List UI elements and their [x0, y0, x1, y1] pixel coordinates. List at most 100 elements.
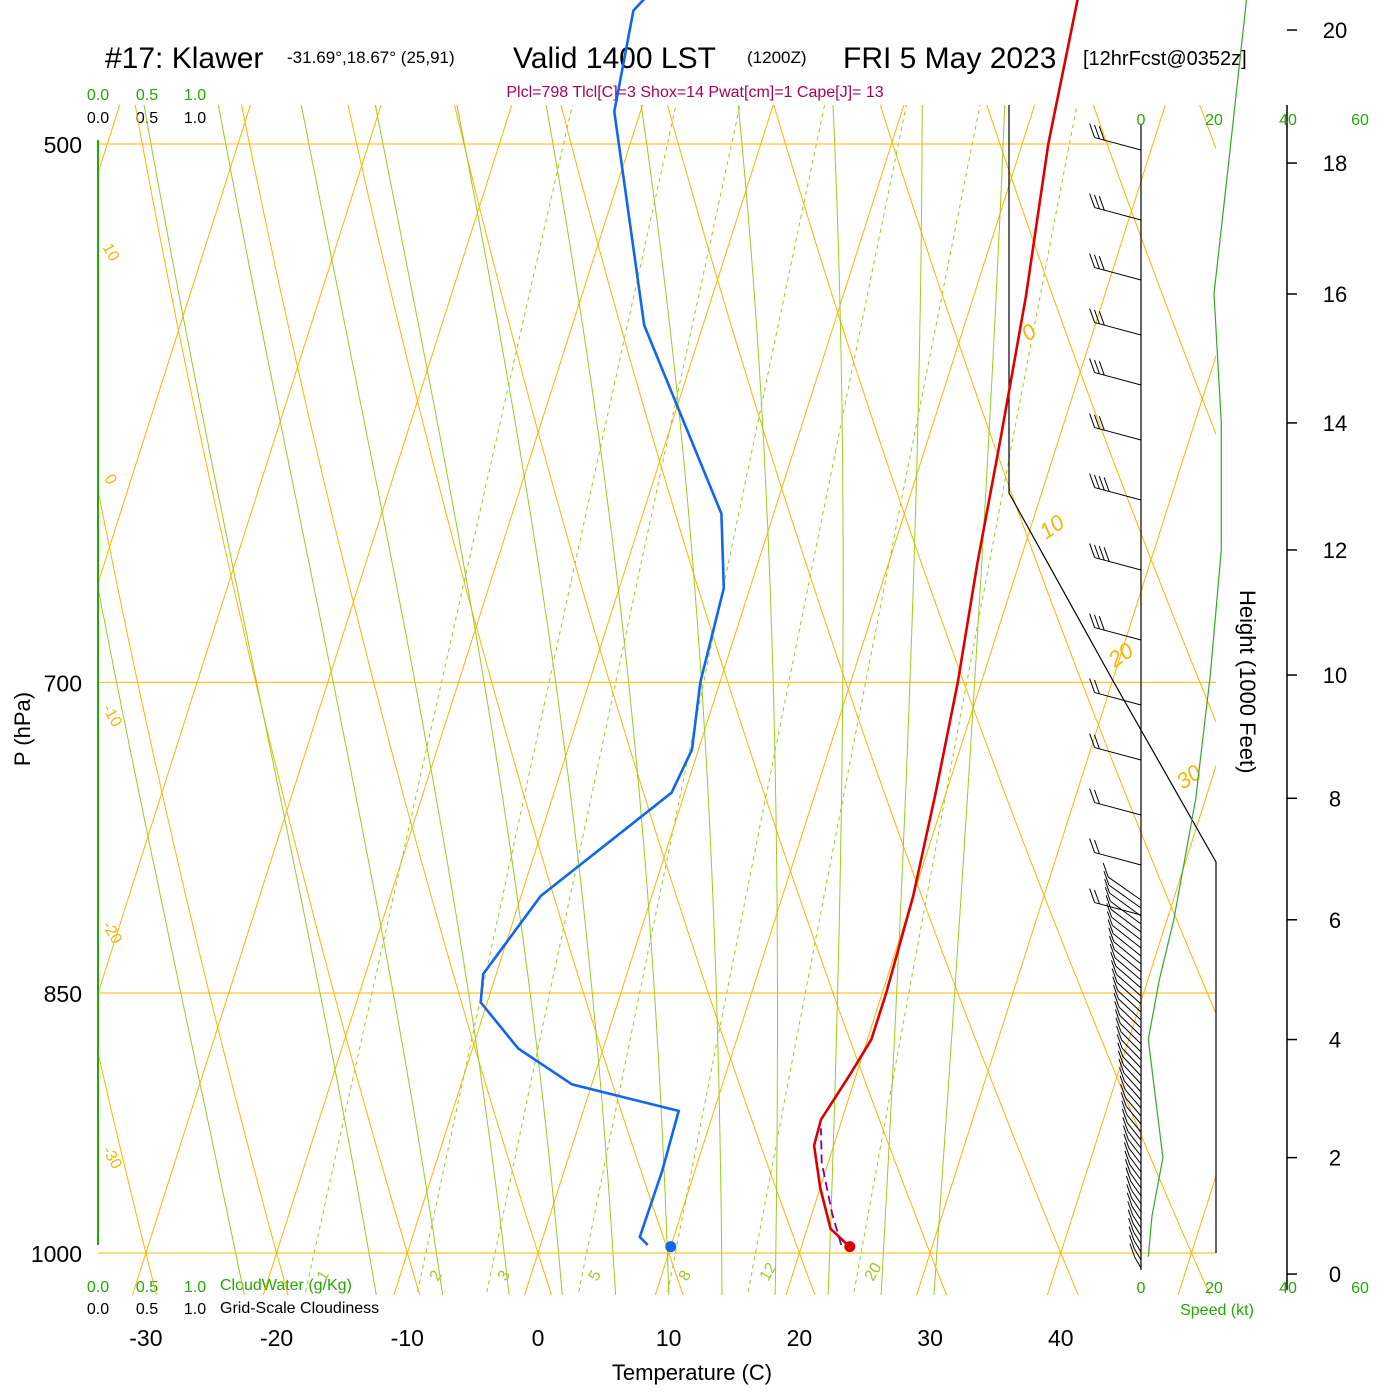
- wind-barb-feather: [1089, 308, 1096, 323]
- speed-tick-top: 20: [1205, 112, 1223, 129]
- wind-barb-staff: [1108, 884, 1142, 909]
- mixing-ratio-line: [485, 105, 741, 1295]
- cloudiness-tick-top: 1.0: [184, 110, 206, 127]
- temperature-tick-label: 40: [1048, 1325, 1074, 1351]
- wind-barb-feather: [1089, 123, 1096, 138]
- wind-barb-staff: [1124, 1081, 1142, 1101]
- stability-indices: Plcl=798 Tlcl[C]=3 Shox=14 Pwat[cm]=1 Ca…: [506, 84, 883, 101]
- wind-barb-staff: [1112, 925, 1142, 949]
- temperature-tick-label: 0: [532, 1325, 545, 1351]
- moist-adiabat-line: [98, 585, 245, 1295]
- moist-adiabat-line: [933, 105, 1006, 1295]
- wind-barb-feather: [1112, 976, 1119, 991]
- pressure-tick-label: 1000: [31, 1241, 82, 1267]
- dry-adiabat-line: [98, 487, 289, 1295]
- wind-barb-staff: [1120, 1031, 1142, 1053]
- wind-barb-staff: [1094, 802, 1142, 816]
- wind-barb-staff: [1125, 1105, 1142, 1125]
- dry-adiabat-line: [98, 1050, 157, 1295]
- wind-barb-feather: [1114, 1009, 1121, 1024]
- wind-barb-feather: [1089, 193, 1096, 208]
- wind-barb-feather: [1093, 414, 1100, 430]
- mixing-ratio-label: 3: [495, 1268, 514, 1284]
- dry-adiabat-line: [347, 105, 684, 1295]
- isotherm-line: [0, 0, 69, 1331]
- isotherm-label: 30: [1172, 759, 1207, 794]
- mixing-ratio-line: [577, 105, 826, 1295]
- cloud-water-tick-top: 0.5: [136, 87, 158, 104]
- wind-barb-feather: [1129, 1243, 1136, 1258]
- wind-barb-feather: [1098, 415, 1105, 431]
- y-axis-label: P (hPa): [10, 692, 35, 766]
- wind-barb-feather: [1115, 1017, 1122, 1032]
- speed-tick-top: 0: [1137, 112, 1146, 129]
- wind-barb-staff: [1107, 876, 1142, 901]
- cloudiness-tick-bottom: 0.0: [87, 1301, 109, 1318]
- wind-barb-staff: [1121, 1047, 1142, 1069]
- dry-adiabat-line: [1307, 0, 1400, 1331]
- height-tick-label: 16: [1323, 282, 1347, 307]
- wind-barb-feather: [1098, 195, 1105, 211]
- wind-barb-staff: [1119, 1023, 1142, 1045]
- mixing-ratio-line: [747, 105, 981, 1295]
- wind-barb-staff: [1124, 1089, 1142, 1109]
- wind-barb-feather: [1123, 1133, 1130, 1149]
- wind-barb-feather: [1117, 1042, 1124, 1057]
- isotherm-line: [654, 105, 1036, 1295]
- temperature-profile-line: [812, 0, 1079, 1246]
- wind-barb-staff: [1116, 973, 1142, 997]
- cloud-water-tick-top: 0.0: [87, 87, 109, 104]
- wind-barb-feather: [1127, 1201, 1134, 1216]
- wind-barb-staff: [1129, 1164, 1142, 1181]
- height-axis-label: Height (1000 Feet): [1235, 590, 1260, 773]
- wind-barb-feather: [1093, 614, 1100, 630]
- cloudiness-tick-bottom: 1.0: [184, 1301, 206, 1318]
- sounding-profiles: [479, 0, 1079, 1253]
- wind-barb-staff: [1094, 267, 1142, 281]
- wind-barb-staff: [1132, 1214, 1142, 1229]
- wind-barb-staff: [1121, 1039, 1142, 1061]
- wind-barb-feather: [1093, 124, 1100, 140]
- speed-tick-top: 60: [1351, 112, 1369, 129]
- wind-barb-feather: [1104, 887, 1111, 902]
- isotherm-line: [1046, 764, 1216, 1295]
- wind-barb-feather: [1126, 1192, 1133, 1207]
- wind-barb-feather: [1098, 310, 1105, 326]
- wind-barb-feather: [1089, 838, 1096, 853]
- wind-barb-feather: [1109, 943, 1116, 959]
- moist-adiabat-line: [640, 105, 723, 1295]
- wind-barb-feather: [1093, 889, 1100, 905]
- wind-barb-feather: [1108, 927, 1115, 942]
- wind-barb-feather: [1113, 992, 1120, 1008]
- wind-barb-staff: [1130, 1181, 1142, 1197]
- wind-barb-staff: [1114, 957, 1142, 981]
- wind-barb-staff: [1122, 1064, 1142, 1085]
- speed-tick-bottom: 40: [1279, 1280, 1297, 1297]
- wind-barb-feather: [1125, 1175, 1132, 1191]
- height-tick-label: 0: [1329, 1262, 1341, 1287]
- wind-barb-staff: [1115, 965, 1142, 989]
- mixing-ratio-line: [666, 105, 907, 1295]
- cloud-water-tick-bottom: 1.0: [184, 1279, 206, 1296]
- wind-speed-profile: [1147, 0, 1248, 1257]
- station-coords: -31.69°,18.67° (25,91): [287, 48, 455, 67]
- temperature-tick-label: 10: [656, 1325, 682, 1351]
- mixing-ratio-line: [304, 105, 573, 1295]
- wind-barb-staff: [1114, 949, 1142, 973]
- pressure-tick-label: 700: [44, 670, 82, 696]
- wind-barb-feather: [1089, 253, 1096, 268]
- wind-barb-feather: [1098, 360, 1105, 376]
- wind-speed-line: [1147, 0, 1248, 1257]
- pressure-tick-label: 850: [44, 981, 82, 1007]
- height-tick-label: 10: [1323, 663, 1347, 688]
- wind-barb-feather: [1089, 358, 1096, 373]
- wind-barb-staff: [1110, 908, 1142, 933]
- isobars: [98, 143, 1216, 1254]
- wind-barb-feather: [1105, 895, 1112, 910]
- isotherm-line: [0, 0, 330, 1331]
- wind-barb-staff: [1133, 1231, 1142, 1245]
- isotherm-line: [262, 105, 644, 1295]
- wind-barb-feather: [1114, 1001, 1121, 1016]
- dewpoint-surface-marker: [665, 1241, 677, 1253]
- cloud-water-tick-bottom: 0.0: [87, 1279, 109, 1296]
